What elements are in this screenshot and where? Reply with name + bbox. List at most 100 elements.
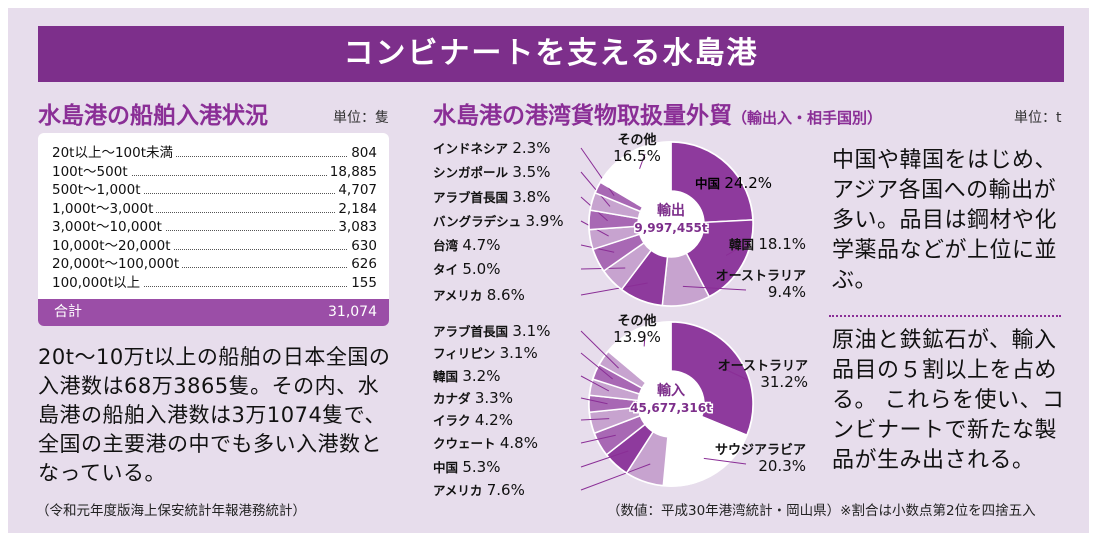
pie-total: 45,677,316t xyxy=(630,401,712,415)
slice-label: 韓国 18.1% xyxy=(729,235,806,253)
slice-value: 4.2% xyxy=(475,411,513,429)
vessel-row-value: 630 xyxy=(348,236,377,255)
slice-name: バングラデシュ xyxy=(433,214,525,229)
pie-slice xyxy=(662,415,748,487)
cargo-source: （数値：平成30年港湾統計・岡山県）※割合は小数点第2位を四捨五入 xyxy=(607,503,1036,519)
slice-label: サウジアラビア xyxy=(715,442,806,458)
leader-dots xyxy=(52,156,377,157)
vessel-unit: 単位：隻 xyxy=(333,110,389,126)
vessel-row-label: 100t～500t xyxy=(52,162,131,181)
leader-line xyxy=(580,330,619,369)
slice-label: シンガポール 3.5% xyxy=(433,163,550,181)
vessel-row: 3,000t～10,000t 3,083 xyxy=(52,218,377,236)
slice-value: 3.9% xyxy=(525,212,563,230)
leader-line xyxy=(580,282,648,296)
vessel-row-label: 20,000t～100,000t xyxy=(52,255,183,273)
slice-name: シンガポール xyxy=(433,165,512,180)
cargo-section-title: 水島港の港湾貨物取扱量外貿（輸出入・相手国別） xyxy=(433,96,882,130)
slice-label: イラク 4.2% xyxy=(433,411,513,429)
pie-title: 輸出 xyxy=(657,202,685,219)
slice-value: 2.3% xyxy=(512,139,550,157)
slice-label: タイ 5.0% xyxy=(433,260,500,278)
pie-slice xyxy=(670,321,754,437)
pie-total: 9,997,455t xyxy=(634,221,708,235)
slice-name: 中国 xyxy=(433,460,462,475)
vessel-row: 100t～500t 18,885 xyxy=(52,162,377,181)
slice-value: 7.6% xyxy=(487,481,525,499)
slice-name: 韓国 xyxy=(729,237,758,252)
slice-name: イラク xyxy=(433,413,475,428)
slice-label: アメリカ 8.6% xyxy=(433,286,525,304)
vessel-row-label: 500t～1,000t xyxy=(52,181,144,199)
vessel-description: 20t～10万t以上の船舶の日本全国の入港数は68万3865隻。その内、水島港の… xyxy=(38,345,391,485)
leader-line xyxy=(643,334,646,347)
slice-value: 3.1% xyxy=(500,344,538,362)
slice-name: 韓国 xyxy=(433,369,462,384)
slice-label: その他 xyxy=(617,313,656,329)
vessel-row-value: 155 xyxy=(348,273,377,292)
leader-dots xyxy=(52,230,377,231)
vessel-row-value: 804 xyxy=(348,144,377,162)
leader-line xyxy=(580,418,610,421)
vessel-row: 20t以上～100t未満 804 xyxy=(52,144,377,162)
vessel-row-label: 10,000t～20,000t xyxy=(52,236,174,255)
slice-label: クウェート 4.8% xyxy=(433,434,538,452)
slice-label: カナダ 3.3% xyxy=(433,389,513,407)
total-value: 31,074 xyxy=(328,304,377,320)
cargo-unit: 単位：t xyxy=(1014,110,1062,126)
vessel-total-row: 合計 31,074 xyxy=(38,299,389,326)
slice-value: 13.9% xyxy=(613,328,661,346)
slice-label: バングラデシュ 3.9% xyxy=(433,212,564,230)
slice-label: 中国 5.3% xyxy=(433,458,500,476)
leader-line xyxy=(725,243,747,256)
slice-name: 台湾 xyxy=(433,238,462,253)
vessel-row: 100,000t以上 155 xyxy=(52,273,377,292)
slice-label: アラブ首長国 3.1% xyxy=(433,322,550,340)
leader-line xyxy=(580,434,616,444)
leader-dots xyxy=(52,193,377,194)
slice-name: 中国 xyxy=(695,176,724,191)
slice-name: カナダ xyxy=(433,391,475,406)
slice-name: アラブ首長国 xyxy=(433,324,512,339)
leader-line xyxy=(723,368,749,381)
slice-value: 24.2% xyxy=(724,174,772,192)
slice-value: 3.3% xyxy=(475,389,513,407)
slice-name: アラブ首長国 xyxy=(433,190,512,205)
vessel-row-label: 20t以上～100t未満 xyxy=(52,144,177,162)
slice-value: 3.8% xyxy=(512,188,550,206)
slice-name: クウェート xyxy=(433,436,500,451)
slice-label: その他 xyxy=(617,132,656,148)
slice-label: アメリカ 7.6% xyxy=(433,481,525,499)
slice-label: インドネシア 2.3% xyxy=(433,139,550,157)
slice-label: オーストラリア xyxy=(716,269,806,284)
slice-label: フィリピン 3.1% xyxy=(433,344,538,362)
slice-name: インドネシア xyxy=(433,141,512,156)
leader-dots xyxy=(52,174,377,176)
slice-label: オーストラリア xyxy=(718,359,808,374)
slice-value: 16.5% xyxy=(613,147,661,165)
leader-line xyxy=(580,375,610,392)
slice-label: 中国 24.2% xyxy=(695,174,772,192)
slice-value: 31.2% xyxy=(760,373,808,391)
slice-label: 台湾 4.7% xyxy=(433,236,500,254)
slice-value: 3.2% xyxy=(462,367,500,385)
vessel-row-label: 1,000t～3,000t xyxy=(52,199,157,218)
leader-line xyxy=(703,457,747,465)
slice-value: 4.7% xyxy=(462,236,500,254)
leader-line xyxy=(639,153,646,170)
vessel-section-title: 水島港の船舶入港状況 xyxy=(38,103,268,129)
slice-value: 4.8% xyxy=(500,434,538,452)
export-description: 中国や韓国をはじめ、アジア各国への輸出が多い。品目は鋼材や化学薬品などが上位に並… xyxy=(832,148,1058,293)
leader-line xyxy=(580,397,608,405)
pie-slice xyxy=(685,219,754,298)
pie-slice xyxy=(607,321,672,384)
leader-dots xyxy=(52,248,377,250)
cargo-title-suffix: （輸出入・相手国別） xyxy=(732,109,883,127)
vessel-row: 1,000t～3,000t 2,184 xyxy=(52,199,377,218)
leader-dots xyxy=(52,267,377,268)
vessel-row-label: 3,000t～10,000t xyxy=(52,218,165,236)
cargo-title-main: 水島港の港湾貨物取扱量外貿 xyxy=(433,103,732,129)
vessel-row: 20,000t～100,000t 626 xyxy=(52,255,377,273)
